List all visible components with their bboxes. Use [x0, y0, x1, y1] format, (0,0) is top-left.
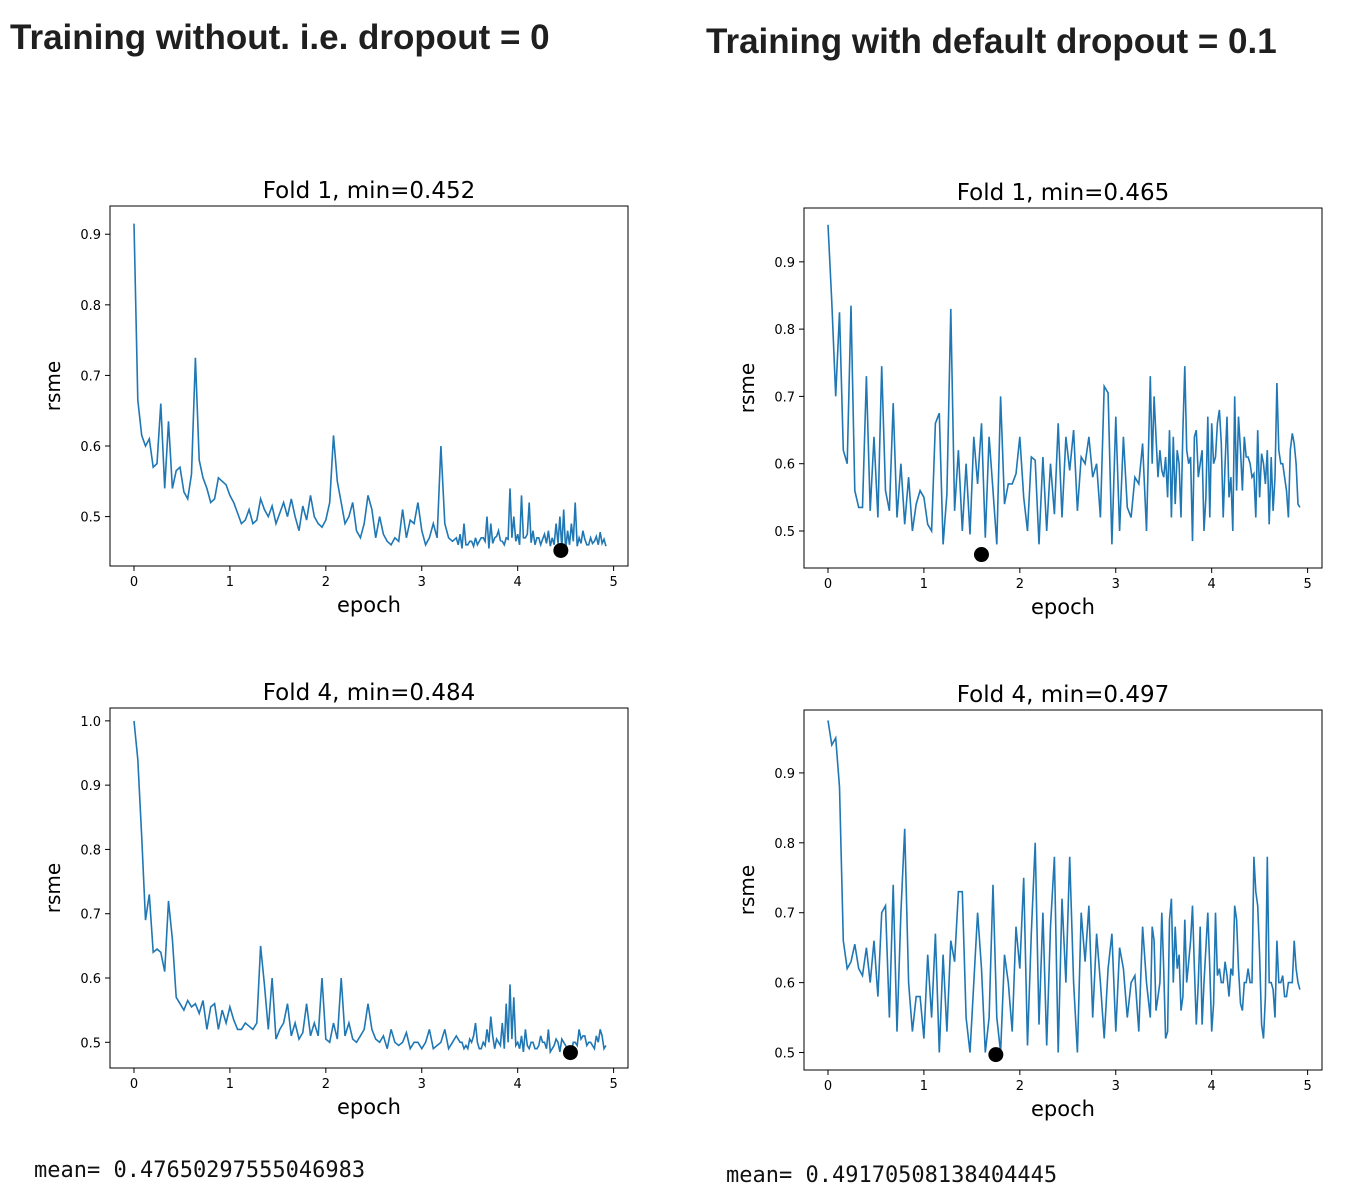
series-line: [133, 223, 607, 551]
x-tick-label: 3: [418, 1077, 426, 1092]
plot-frame: [109, 707, 629, 1069]
right-column-heading: Training with default dropout = 0.1: [706, 22, 1277, 61]
left-column-heading: Training without. i.e. dropout = 0: [10, 18, 550, 57]
y-tick-label: 0.7: [80, 908, 101, 923]
chart-title: Fold 1, min=0.452: [263, 178, 476, 204]
y-tick-label: 0.5: [80, 511, 101, 526]
plot-frame: [803, 709, 1323, 1071]
x-tick-label: 0: [824, 577, 832, 592]
min-point-marker: [562, 1045, 578, 1061]
y-axis-label: rsme: [41, 361, 65, 411]
chart-fold1-no-dropout: Fold 1, min=0.452 0 1 2 3 4 5 0.5 0.6 0.7 0.8 0.9 ep…: [41, 178, 629, 617]
y-tick-label: 0.7: [774, 907, 795, 922]
series-line: [827, 224, 1301, 545]
x-tick-label: 0: [130, 575, 138, 590]
x-tick-label: 4: [1208, 1079, 1216, 1094]
y-tick-label: 0.6: [80, 440, 101, 455]
series-line: [133, 720, 607, 1055]
x-axis-label: epoch: [337, 1095, 401, 1119]
x-tick-label: 4: [1208, 577, 1216, 592]
y-axis-label: rsme: [735, 363, 759, 413]
y-tick-label: 0.8: [774, 323, 795, 338]
y-tick-label: 0.8: [80, 843, 101, 858]
chart-title: Fold 4, min=0.484: [263, 680, 476, 706]
x-tick-label: 1: [920, 1079, 928, 1094]
min-point-marker: [973, 547, 989, 563]
x-tick-label: 3: [418, 575, 426, 590]
plot-frame: [109, 205, 629, 567]
x-tick-label: 2: [322, 1077, 330, 1092]
x-axis-label: epoch: [337, 593, 401, 617]
y-axis-label: rsme: [735, 865, 759, 915]
y-tick-label: 0.8: [80, 299, 101, 314]
chart-fold4-dropout: Fold 4, min=0.497 0 1 2 3 4 5 0.5 0.6 0.7 0.8 0.9 ep…: [735, 682, 1323, 1121]
y-tick-label: 0.5: [774, 525, 795, 540]
y-tick-label: 0.9: [774, 767, 795, 782]
y-tick-label: 1.0: [80, 715, 101, 730]
x-axis-label: epoch: [1031, 595, 1095, 619]
y-tick-label: 0.9: [80, 779, 101, 794]
y-tick-label: 0.9: [774, 256, 795, 271]
y-tick-label: 0.5: [774, 1047, 795, 1062]
x-tick-label: 5: [1303, 1079, 1311, 1094]
x-tick-label: 1: [920, 577, 928, 592]
min-point-marker: [553, 542, 569, 558]
chart-title: Fold 4, min=0.497: [957, 682, 1170, 708]
y-tick-label: 0.7: [80, 369, 101, 384]
y-tick-label: 0.5: [80, 1036, 101, 1051]
x-tick-label: 4: [514, 575, 522, 590]
chart-fold4-no-dropout: Fold 4, min=0.484 0 1 2 3 4 5 0.5 0.6 0.7 0.8 0.9 1.…: [41, 680, 629, 1119]
x-tick-label: 5: [609, 1077, 617, 1092]
mean-no-dropout: mean= 0.47650297555046983: [34, 1158, 366, 1183]
y-tick-label: 0.9: [80, 228, 101, 243]
y-tick-label: 0.8: [774, 837, 795, 852]
x-tick-label: 1: [226, 1077, 234, 1092]
y-tick-label: 0.6: [774, 977, 795, 992]
x-tick-label: 5: [1303, 577, 1311, 592]
series-line: [827, 720, 1301, 1053]
x-tick-label: 0: [824, 1079, 832, 1094]
x-tick-label: 0: [130, 1077, 138, 1092]
x-tick-label: 3: [1112, 577, 1120, 592]
min-point-marker: [988, 1047, 1004, 1063]
x-tick-label: 5: [609, 575, 617, 590]
x-axis-label: epoch: [1031, 1097, 1095, 1121]
y-tick-label: 0.7: [774, 390, 795, 405]
x-tick-label: 4: [514, 1077, 522, 1092]
y-tick-label: 0.6: [774, 458, 795, 473]
mean-dropout: mean= 0.49170508138404445: [726, 1163, 1058, 1188]
x-tick-label: 1: [226, 575, 234, 590]
chart-title: Fold 1, min=0.465: [957, 180, 1170, 206]
x-tick-label: 2: [322, 575, 330, 590]
chart-fold1-dropout: Fold 1, min=0.465 0 1 2 3 4 5 0.5 0.6 0.7 0.8 0.9 ep…: [735, 180, 1323, 619]
x-tick-label: 2: [1016, 577, 1024, 592]
x-tick-label: 2: [1016, 1079, 1024, 1094]
y-axis-label: rsme: [41, 863, 65, 913]
x-tick-label: 3: [1112, 1079, 1120, 1094]
plot-frame: [803, 207, 1323, 569]
y-tick-label: 0.6: [80, 972, 101, 987]
